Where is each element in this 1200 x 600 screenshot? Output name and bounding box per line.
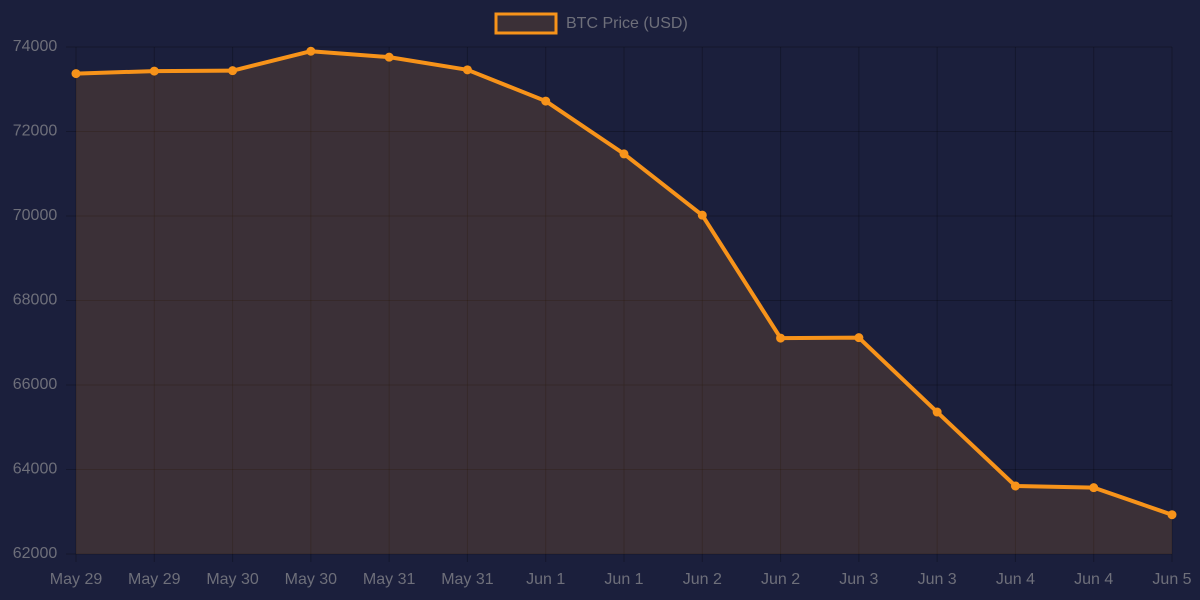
x-tick-label: May 31 — [363, 571, 416, 588]
y-tick-label: 72000 — [13, 123, 58, 140]
x-tick-label: May 30 — [206, 571, 259, 588]
point — [1010, 481, 1020, 491]
y-tick-label: 62000 — [13, 545, 58, 562]
point — [1089, 483, 1099, 493]
x-tick-label: Jun 2 — [761, 571, 800, 588]
x-tick-label: May 30 — [285, 571, 338, 588]
legend-label: BTC Price (USD) — [566, 15, 688, 32]
x-tick-label: May 29 — [128, 571, 181, 588]
point — [1167, 510, 1177, 520]
point — [541, 96, 551, 106]
x-tick-label: Jun 3 — [839, 571, 878, 588]
x-tick-label: Jun 2 — [683, 571, 722, 588]
x-tick-label: May 31 — [441, 571, 494, 588]
point — [932, 407, 942, 417]
x-tick-label: Jun 4 — [996, 571, 1035, 588]
point — [149, 66, 159, 76]
x-tick-label: Jun 4 — [1074, 571, 1113, 588]
point — [306, 46, 316, 56]
x-tick-label: Jun 1 — [526, 571, 565, 588]
point — [697, 210, 707, 220]
point — [462, 65, 472, 75]
x-tick-label: Jun 3 — [918, 571, 957, 588]
point — [228, 66, 238, 76]
legend-swatch — [494, 12, 558, 35]
point — [384, 52, 394, 62]
x-tick-label: Jun 1 — [604, 571, 643, 588]
area-fill — [76, 51, 1172, 554]
x-tick-label: May 29 — [50, 571, 103, 588]
y-tick-label: 66000 — [13, 376, 58, 393]
y-tick-label: 74000 — [13, 38, 58, 55]
x-tick-label: Jun 5 — [1152, 571, 1191, 588]
y-tick-label: 68000 — [13, 292, 58, 309]
point — [619, 149, 629, 159]
point — [854, 333, 864, 343]
point — [71, 69, 81, 79]
point — [776, 333, 786, 343]
y-tick-label: 64000 — [13, 461, 58, 478]
y-tick-label: 70000 — [13, 207, 58, 224]
